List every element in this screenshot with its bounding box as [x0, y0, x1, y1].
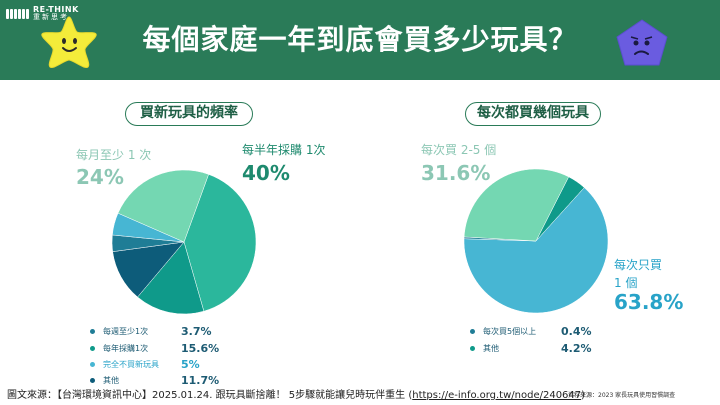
right-callout-one-name-line1: 每次只買	[614, 258, 663, 272]
legend-dot	[90, 361, 95, 367]
page-title: 每個家庭一年到底會買多少玩具？	[142, 23, 578, 56]
legend-dot	[90, 328, 95, 334]
left-legend-row-weekly: 每週至少1次 3.7%	[90, 323, 212, 339]
legend-dot	[470, 328, 475, 334]
pie-slice-1	[137, 241, 205, 315]
legend-value: 11.7%	[181, 373, 220, 387]
sad-pentagon-icon	[616, 19, 668, 66]
right-callout-2to5-pct: 31.6%	[421, 161, 491, 185]
left-legend-row-never: 完全不買新玩具 5%	[90, 356, 200, 372]
footer-source-prefix: 圖文來源：【台灣環境資訊中心】2025.01.24. 跟玩具斷捨離！ 5步驟就能…	[7, 390, 413, 401]
legend-value: 5%	[181, 357, 200, 371]
left-callout-monthly-name: 每月至少 1 次	[76, 148, 152, 162]
right-legend-row-5plus: 每次買5個以上 0.4%	[470, 323, 592, 339]
legend-value: 4.2%	[561, 341, 592, 355]
legend-dot	[90, 345, 95, 351]
left-legend-row-yearly: 每年採購1次 15.6%	[90, 340, 219, 356]
legend-value: 0.4%	[561, 324, 592, 338]
header-banner	[0, 0, 720, 80]
footer-source-link[interactable]: https://e-info.org.tw/node/240647	[412, 390, 582, 401]
pie-slice-1	[463, 187, 609, 314]
left-legend-row-other: 其他 11.7%	[90, 372, 219, 388]
footer-source-suffix: )	[581, 390, 586, 401]
pie-slice-0	[183, 174, 257, 312]
legend-dot	[470, 345, 475, 351]
footer-source: 圖文來源：【台灣環境資訊中心】2025.01.24. 跟玩具斷捨離！ 5步驟就能…	[7, 386, 585, 401]
left-chart-title: 買新玩具的頻率	[125, 102, 253, 126]
legend-name: 其他	[103, 375, 119, 385]
logo-zh-text: 重新思考	[33, 13, 69, 21]
left-callout-monthly-pct: 24%	[76, 165, 124, 189]
legend-value: 3.7%	[181, 324, 212, 338]
right-callout-one-name-line2: 1 個	[614, 276, 638, 290]
rethink-logo: RE-THINK 重新思考	[6, 6, 79, 21]
right-chart-title: 每次都買幾個玩具	[465, 102, 601, 126]
pie-slice-3	[463, 168, 570, 242]
right-callout-2to5-name: 每次買 2-5 個	[421, 143, 497, 157]
smiling-star-icon	[41, 16, 97, 69]
left-callout-half-year-name: 每半年採購 1次	[242, 143, 326, 157]
left-callout-half-year-pct: 40%	[242, 161, 290, 185]
legend-dot	[90, 377, 95, 383]
logo-en-text: RE-THINK	[33, 5, 79, 14]
legend-name: 完全不買新玩具	[103, 359, 159, 369]
people-icon	[6, 8, 29, 19]
pie-slice-5	[117, 169, 209, 243]
legend-name: 每年採購1次	[103, 343, 149, 353]
legend-name: 每次買5個以上	[483, 326, 537, 336]
legend-name: 每週至少1次	[103, 326, 149, 336]
right-callout-one-pct: 63.8%	[614, 290, 684, 314]
right-legend-row-other: 其他 4.2%	[470, 340, 592, 356]
legend-name: 其他	[483, 343, 499, 353]
footer-data-source: 資料來源：2023 家長玩具使用習慣調查	[568, 392, 676, 399]
legend-value: 15.6%	[181, 341, 220, 355]
